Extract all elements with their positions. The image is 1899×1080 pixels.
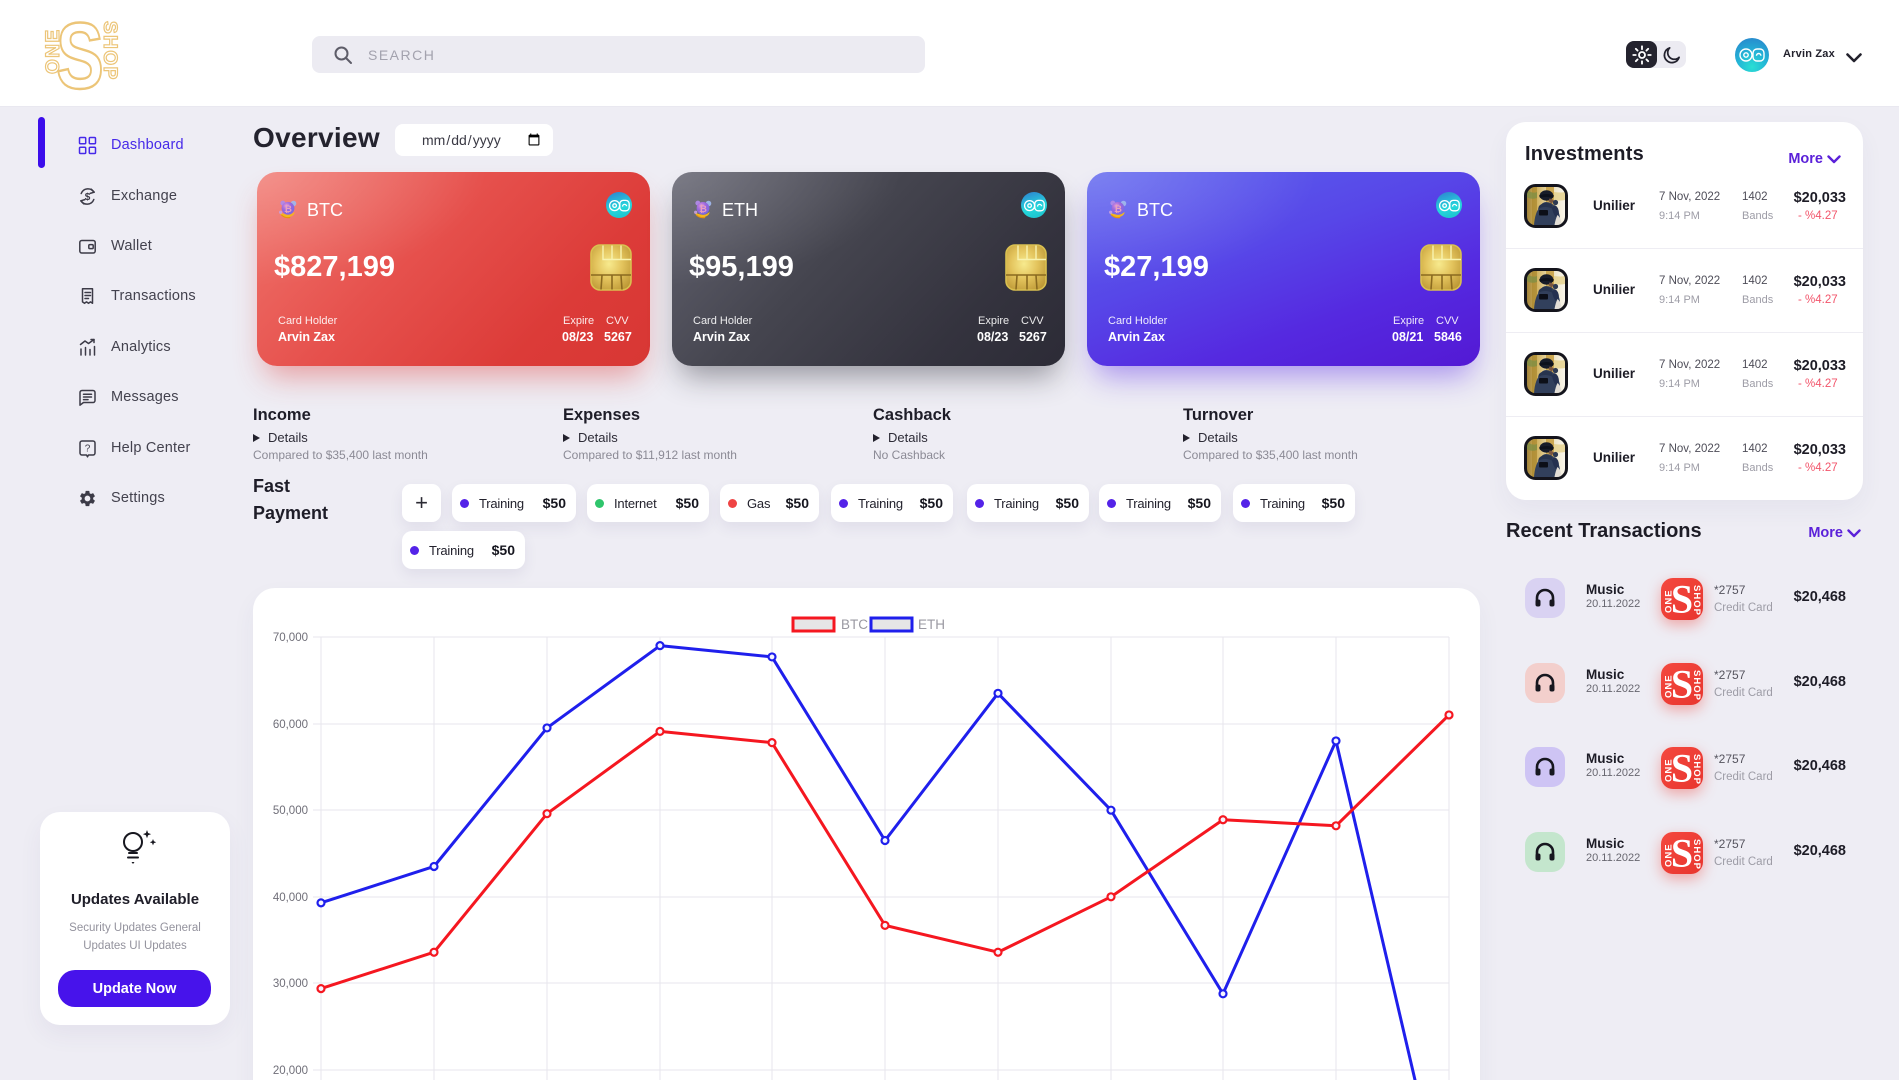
svg-text:SHOP: SHOP <box>1691 754 1702 785</box>
svg-text:S: S <box>56 14 104 96</box>
svg-text:SHOP: SHOP <box>1691 670 1702 701</box>
svg-text:S: S <box>1671 662 1693 706</box>
svg-text:SHOP: SHOP <box>1691 585 1702 616</box>
svg-text:ONE: ONE <box>1664 843 1675 867</box>
svg-text:60,000: 60,000 <box>273 719 308 731</box>
svg-text:40,000: 40,000 <box>273 892 308 904</box>
svg-text:SHOP: SHOP <box>99 21 120 81</box>
svg-text:ONE: ONE <box>43 28 64 74</box>
svg-text:₿: ₿ <box>1114 204 1122 215</box>
svg-text:20,000: 20,000 <box>273 1065 308 1077</box>
svg-text:70,000: 70,000 <box>273 632 308 644</box>
svg-text:50,000: 50,000 <box>273 805 308 817</box>
svg-text:₿: ₿ <box>284 204 292 215</box>
svg-text:ONE: ONE <box>1664 589 1675 613</box>
svg-text:?: ? <box>85 443 91 454</box>
svg-text:₿: ₿ <box>699 204 707 215</box>
svg-text:$: $ <box>85 192 91 203</box>
svg-text:BTC: BTC <box>841 617 868 632</box>
svg-text:ETH: ETH <box>918 617 945 632</box>
svg-text:SHOP: SHOP <box>1691 839 1702 870</box>
svg-text:ONE: ONE <box>1664 758 1675 782</box>
svg-text:ONE: ONE <box>1664 674 1675 698</box>
svg-text:S: S <box>1671 831 1693 875</box>
svg-text:S: S <box>1671 577 1693 621</box>
svg-text:30,000: 30,000 <box>273 978 308 990</box>
svg-text:S: S <box>1671 746 1693 790</box>
